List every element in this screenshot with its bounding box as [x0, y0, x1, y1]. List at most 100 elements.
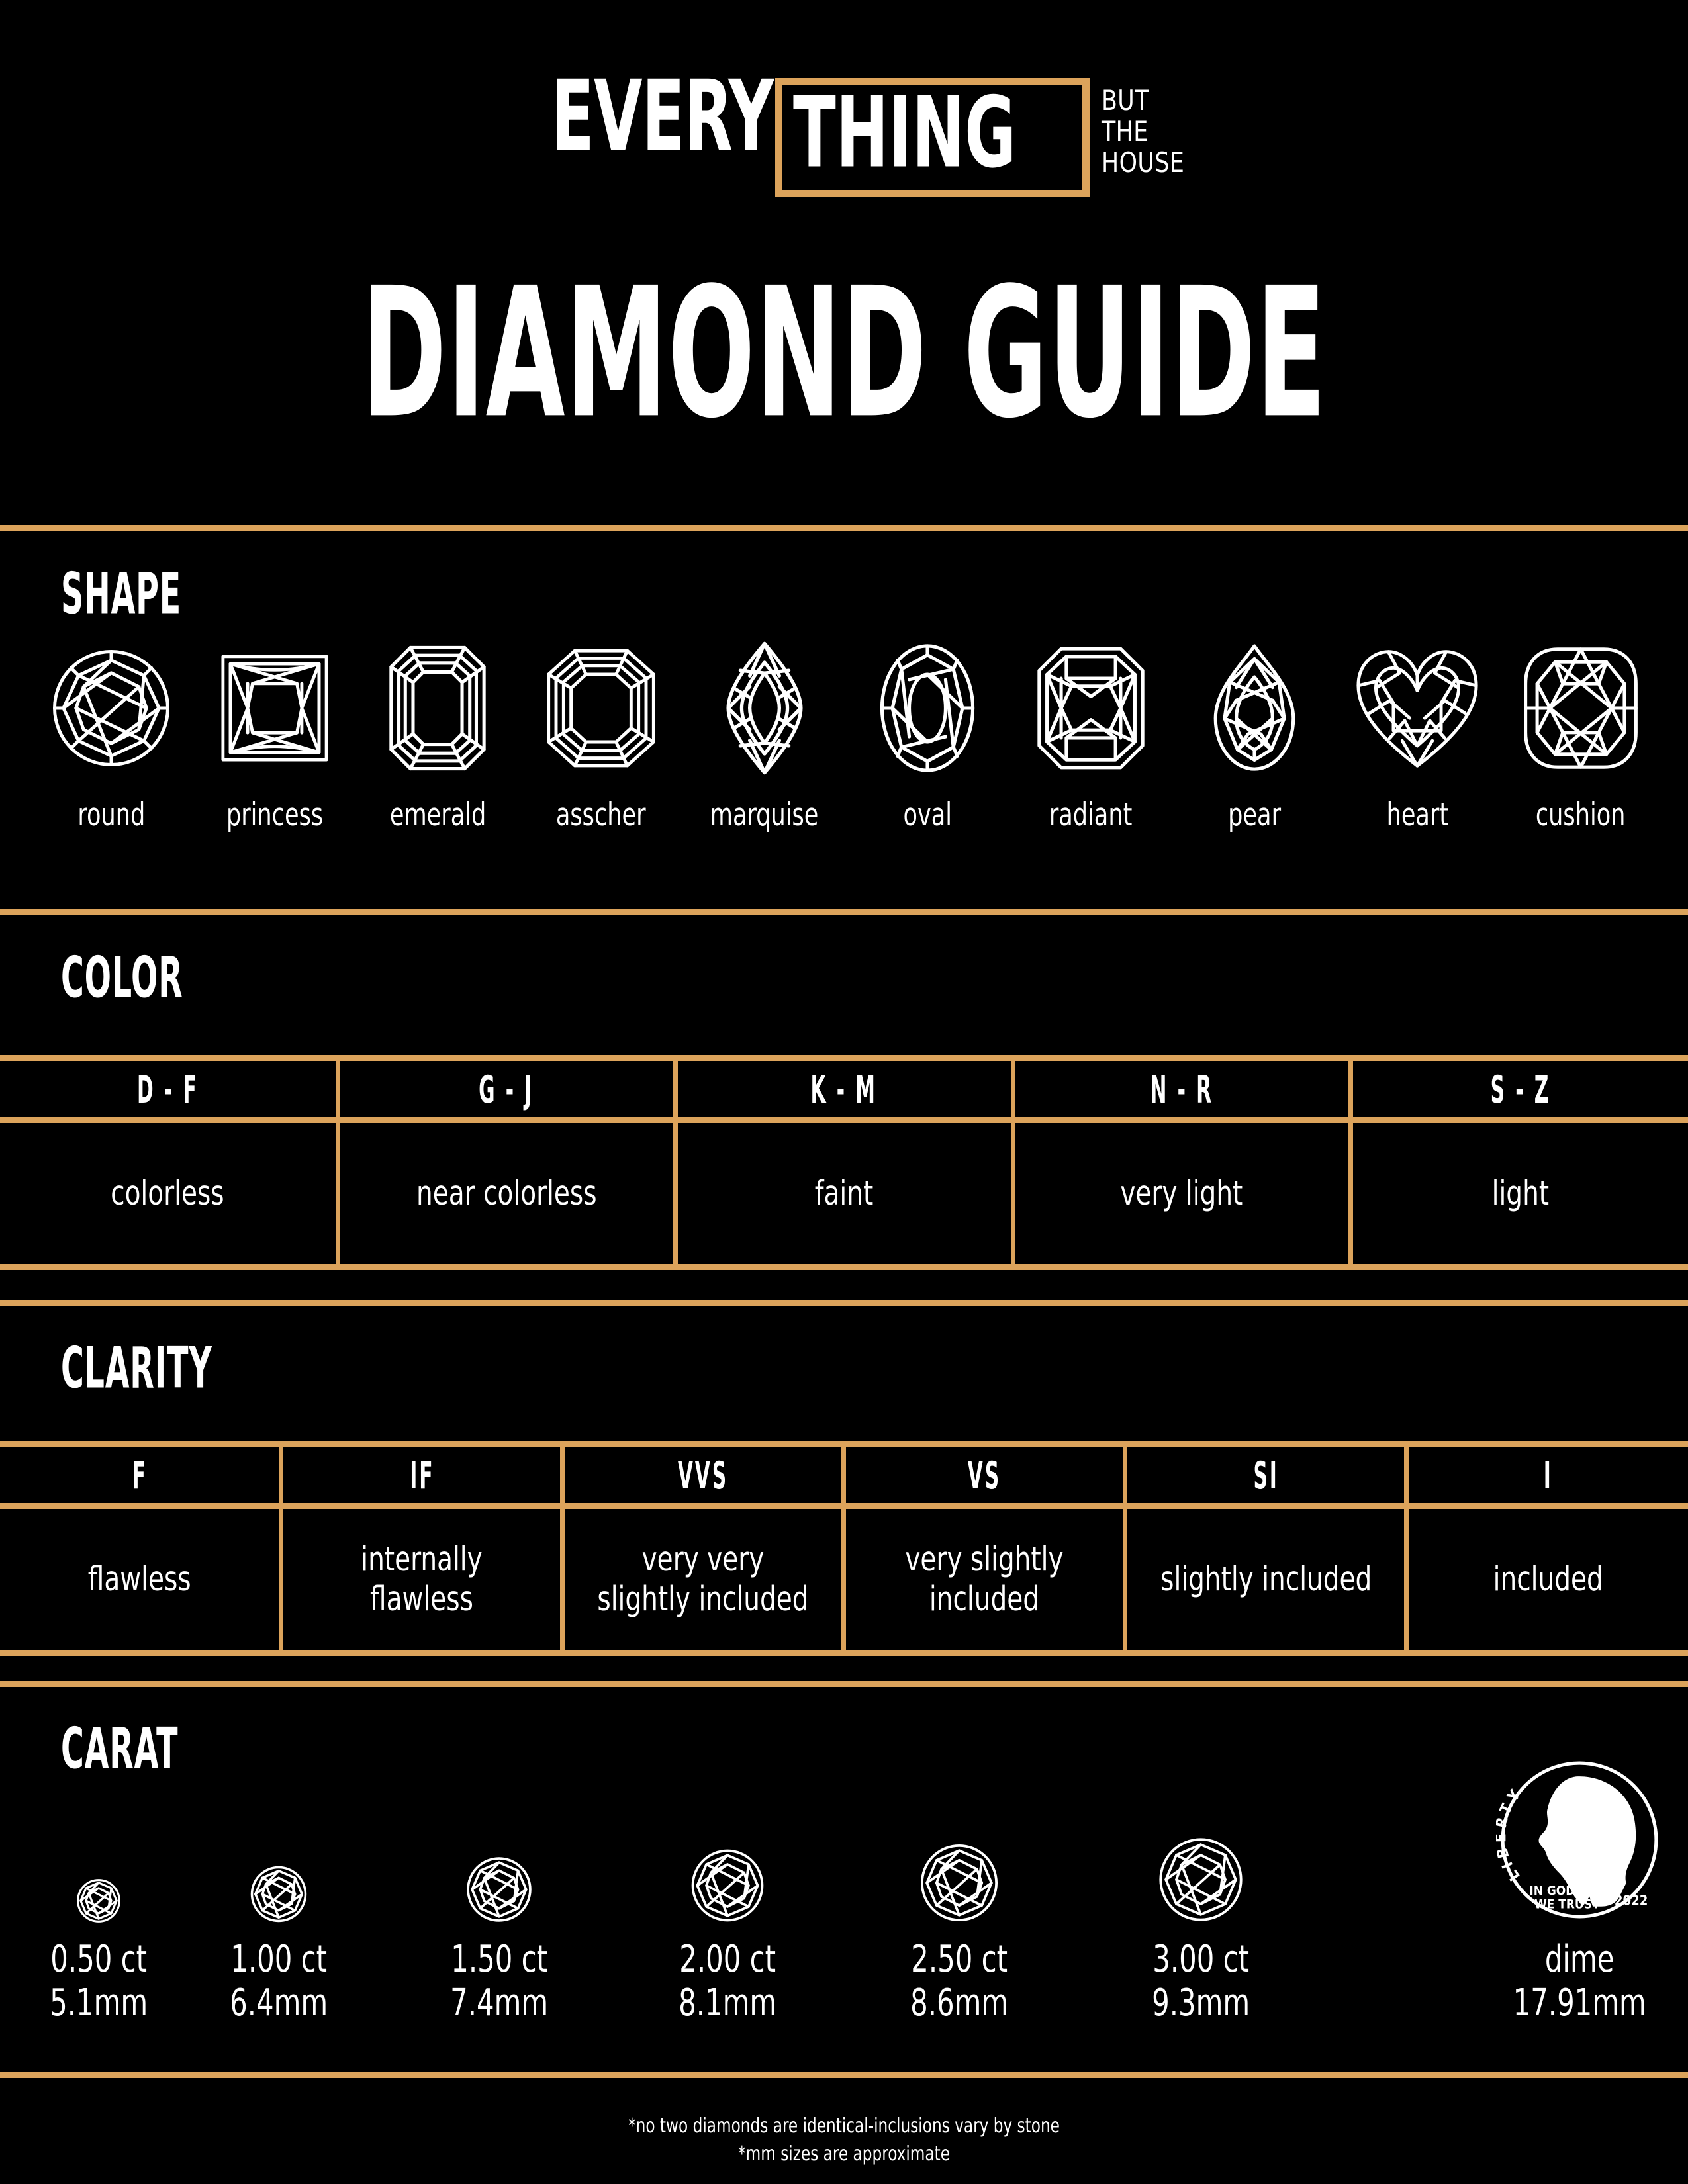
- carat-item-dime: LIBERTY IN GOD WE TRUST 2022 dime 17.91m…: [1496, 1756, 1663, 2025]
- carat-item-300: 3.00 ct 9.3mm: [1142, 1836, 1260, 2025]
- carat-mm: 8.1mm: [679, 1981, 777, 2025]
- emerald-diamond-icon: [387, 632, 488, 784]
- carat-label: 1.50 ct 7.4mm: [450, 1938, 548, 2025]
- shape-label: round: [77, 797, 145, 833]
- radiant-diamond-icon: [1035, 632, 1147, 784]
- shape-item-cushion: cushion: [1501, 632, 1660, 832]
- carat-label: 2.00 ct 8.1mm: [679, 1938, 776, 2025]
- carat-item-100: 1.00 ct 6.4mm: [220, 1865, 338, 2025]
- shape-label: radiant: [1049, 797, 1133, 833]
- color-table-header-row: D - F G - J K - M N - R S - Z: [0, 1055, 1688, 1123]
- color-table-body-row: colorless near colorless faint very ligh…: [0, 1120, 1688, 1270]
- svg-text:IN GOD: IN GOD: [1529, 1884, 1575, 1898]
- color-header-cell: S - Z: [1350, 1055, 1688, 1123]
- color-value-cell: very light: [1013, 1120, 1353, 1270]
- section-heading-clarity: CLARITY: [61, 1335, 212, 1402]
- clarity-header-cell: F: [0, 1441, 284, 1509]
- carat-mm: 7.4mm: [450, 1981, 549, 2025]
- round-diamond-icon: [48, 632, 174, 784]
- carat-label: 3.00 ct 9.3mm: [1152, 1938, 1250, 2025]
- clarity-value-cell: very slightly included: [843, 1506, 1128, 1656]
- svg-text:2022: 2022: [1615, 1892, 1648, 1908]
- round-diamond-icon: [690, 1848, 765, 1923]
- clarity-table-body-row: flawless internally flawless very very s…: [0, 1506, 1688, 1656]
- clarity-header-cell: SI: [1125, 1441, 1409, 1509]
- oval-diamond-icon: [878, 632, 977, 784]
- shape-label: oval: [903, 797, 953, 833]
- shape-label: marquise: [710, 797, 819, 833]
- shape-label: heart: [1386, 797, 1449, 833]
- shape-item-asscher: asscher: [522, 632, 680, 832]
- carat-row: 0.50 ct 5.1mm 1.00 ct 6.4mm: [26, 1741, 1668, 2025]
- shape-item-marquise: marquise: [685, 632, 844, 832]
- round-diamond-icon: [250, 1865, 308, 1923]
- section-heading-shape: SHAPE: [61, 561, 181, 627]
- divider-rule-color: [0, 1300, 1688, 1306]
- heart-diamond-icon: [1354, 632, 1480, 784]
- carat-mm: 6.4mm: [230, 1981, 328, 2025]
- clarity-value-cell: very very slightly included: [562, 1506, 847, 1656]
- carat-item-150: 1.50 ct 7.4mm: [440, 1856, 558, 2025]
- footnote-line-2: *mm sizes are approximate: [737, 2142, 951, 2165]
- clarity-value-cell: internally flawless: [281, 1506, 565, 1656]
- color-value-cell: near colorless: [338, 1120, 678, 1270]
- logo-word-every: EVERY: [551, 59, 774, 174]
- carat-weight: 2.00 ct: [679, 1938, 776, 1981]
- footnote-line-1: *no two diamonds are identical-inclusion…: [628, 2115, 1060, 2138]
- asscher-diamond-icon: [545, 632, 657, 784]
- divider-rule-top: [0, 525, 1688, 531]
- marquise-diamond-icon: [723, 632, 806, 784]
- color-value-cell: colorless: [0, 1120, 340, 1270]
- round-diamond-icon: [919, 1843, 1000, 1923]
- shape-label: asscher: [556, 797, 646, 833]
- shape-label: princess: [226, 797, 323, 833]
- color-header-cell: G - J: [338, 1055, 678, 1123]
- shape-label: pear: [1227, 797, 1281, 833]
- shape-item-round: round: [32, 632, 191, 832]
- clarity-header-cell: VS: [843, 1441, 1128, 1509]
- carat-label: 0.50 ct 5.1mm: [50, 1938, 148, 2025]
- divider-rule-clarity: [0, 1681, 1688, 1687]
- carat-mm: 8.6mm: [910, 1981, 1009, 2025]
- dime-coin-icon: LIBERTY IN GOD WE TRUST 2022: [1496, 1756, 1663, 1923]
- color-header-cell: N - R: [1013, 1055, 1353, 1123]
- carat-label: 2.50 ct 8.6mm: [910, 1938, 1008, 2025]
- svg-text:LIBERTY: LIBERTY: [1496, 1784, 1526, 1884]
- logo-tagline-line2: THE: [1102, 115, 1149, 148]
- clarity-value-cell: slightly included: [1125, 1506, 1409, 1656]
- shape-label: cushion: [1536, 797, 1626, 833]
- shape-row: round princess: [32, 632, 1660, 832]
- logo-word-thing: THING: [792, 75, 1017, 191]
- color-header-cell: K - M: [675, 1055, 1015, 1123]
- pear-diamond-icon: [1205, 632, 1303, 784]
- color-header-cell: D - F: [0, 1055, 340, 1123]
- logo-tagline: BUT THE HOUSE: [1102, 78, 1184, 178]
- section-heading-color: COLOR: [61, 944, 183, 1011]
- round-diamond-icon: [76, 1878, 121, 1923]
- clarity-header-cell: I: [1406, 1441, 1688, 1509]
- clarity-header-cell: VVS: [562, 1441, 847, 1509]
- shape-item-radiant: radiant: [1011, 632, 1170, 832]
- round-diamond-icon: [465, 1856, 533, 1923]
- clarity-value-cell: flawless: [0, 1506, 284, 1656]
- divider-rule-bottom: [0, 2072, 1688, 2078]
- logo-tagline-line3: HOUSE: [1102, 146, 1185, 179]
- shape-item-princess: princess: [195, 632, 354, 832]
- carat-weight: 2.50 ct: [911, 1938, 1008, 1981]
- carat-item-050: 0.50 ct 5.1mm: [40, 1878, 158, 2025]
- carat-mm: 5.1mm: [50, 1981, 148, 2025]
- page-title: DIAMOND GUIDE: [361, 248, 1327, 458]
- shape-item-pear: pear: [1175, 632, 1334, 832]
- color-value-cell: light: [1350, 1120, 1688, 1270]
- shape-item-emerald: emerald: [358, 632, 517, 832]
- brand-logo: EVERY THING BUT THE HOUSE: [0, 68, 1688, 197]
- cushion-diamond-icon: [1521, 632, 1640, 784]
- shape-item-heart: heart: [1338, 632, 1497, 832]
- clarity-table: F IF VVS VS SI I flawless internally fla…: [0, 1441, 1688, 1656]
- carat-weight: 1.50 ct: [451, 1938, 547, 1981]
- round-diamond-icon: [1157, 1836, 1244, 1923]
- carat-mm: 17.91mm: [1513, 1981, 1646, 2025]
- section-heading-carat: CARAT: [61, 1715, 179, 1782]
- clarity-value-cell: included: [1406, 1506, 1688, 1656]
- svg-text:WE TRUST: WE TRUST: [1534, 1897, 1600, 1911]
